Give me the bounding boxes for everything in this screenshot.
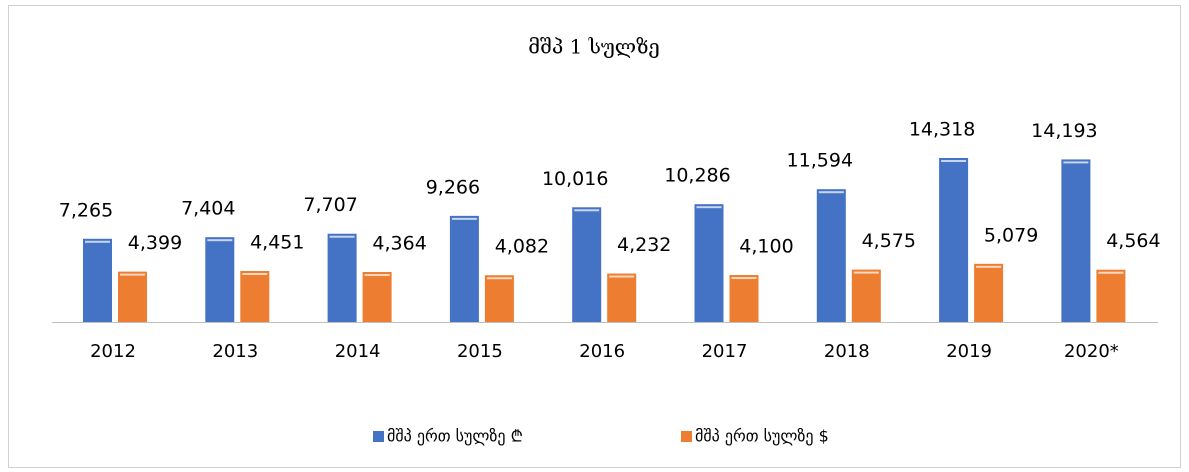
bar-highlight [976,265,1002,268]
x-tick-label: 2012 [90,341,136,362]
bar-highlight [207,239,233,242]
value-label: 10,016 [542,168,608,190]
bar [851,269,881,322]
bar [607,273,637,322]
x-tick-label: 2020* [1064,341,1119,362]
bar-highlight [1063,161,1089,164]
value-label: 4,100 [739,236,793,258]
bar [240,271,270,322]
bar-highlight [486,277,512,280]
bar-highlight [941,160,967,162]
bar [449,215,479,322]
bar-highlight [120,273,145,276]
chart-title: მშპ 1 სულზე [528,35,659,59]
value-label: 5,079 [984,224,1038,246]
bar [118,271,147,322]
x-tick-label: 2016 [579,341,625,362]
bar [1061,159,1091,322]
bar [816,189,846,322]
value-label: 4,399 [128,232,182,254]
legend-swatch [681,431,692,442]
bar-highlight [731,277,757,280]
bar-highlight [329,235,355,238]
value-label: 14,318 [909,119,975,141]
bar [572,207,602,322]
legend-label: მშპ ერთ სულზე ₾ [387,427,523,446]
x-tick-label: 2015 [457,341,503,362]
bar [1096,269,1126,322]
bar-highlight [451,217,477,220]
value-label: 4,451 [250,232,304,254]
value-label: 10,286 [664,165,730,187]
bar [729,275,759,322]
value-label: 4,564 [1106,230,1160,252]
bar-highlight [1098,271,1124,274]
value-label: 4,364 [372,233,426,255]
x-tick-label: 2017 [702,341,748,362]
legend-swatch [373,431,384,442]
bar-highlight [853,271,879,274]
bar [327,233,357,322]
bar [974,263,1004,322]
x-tick-label: 2018 [824,341,870,362]
x-tick-label: 2013 [212,341,258,362]
bar [939,158,969,322]
bar [484,275,514,322]
bar-highlight [574,209,600,212]
bar [362,272,392,322]
value-label: 4,232 [617,234,671,256]
bar-highlight [85,240,110,243]
bar-highlight [696,206,722,209]
value-label: 14,193 [1031,120,1097,142]
value-label: 4,082 [495,236,549,258]
value-label: 11,594 [787,150,853,172]
bar-highlight [364,274,390,277]
value-label: 7,707 [303,194,357,216]
value-label: 7,404 [181,198,235,220]
x-tick-label: 2019 [946,341,992,362]
bar-highlight [609,275,635,278]
legend-label: მშპ ერთ სულზე $ [695,427,829,446]
bar-highlight [242,273,268,276]
value-label: 7,265 [59,199,113,221]
bar-highlight [818,191,844,194]
bar [694,204,724,322]
value-label: 4,575 [862,230,916,252]
x-tick-label: 2014 [335,341,381,362]
bar [205,237,235,322]
bar [83,238,112,322]
value-label: 9,266 [426,176,480,198]
